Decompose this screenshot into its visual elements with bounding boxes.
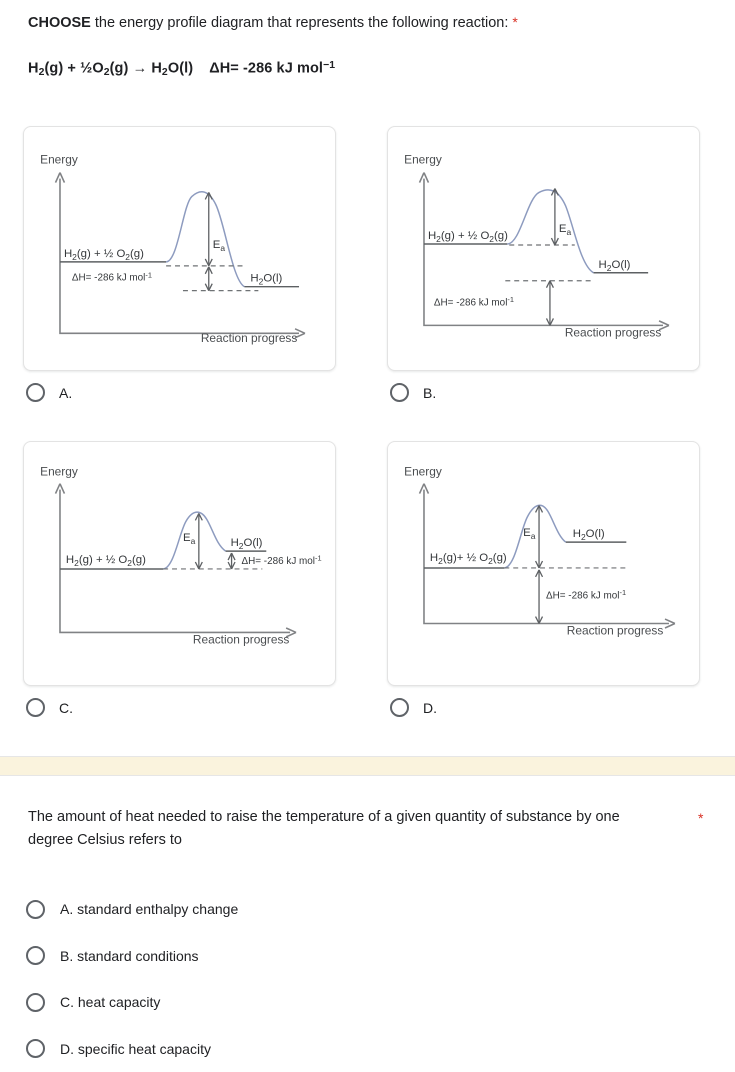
question-1-title: CHOOSE the energy profile diagram that r…	[28, 12, 688, 34]
q2-option-b-label: B. standard conditions	[60, 948, 199, 964]
section-separator-band	[0, 757, 735, 775]
diagram-d-reactant-label: H2(g)+ ½ O2(g)	[430, 552, 507, 566]
radio-q2-option-c[interactable]	[26, 993, 45, 1012]
q2-option-c-label: C. heat capacity	[60, 994, 160, 1010]
question-2-option-b[interactable]: B. standard conditions	[26, 933, 626, 980]
question-card-text-mcq: The amount of heat needed to raise the t…	[0, 775, 735, 1071]
equation-arrow-icon: →	[133, 61, 148, 77]
radio-q2-option-b[interactable]	[26, 946, 45, 965]
radio-option-c[interactable]	[26, 698, 45, 717]
equation-product-tail: O(l)	[168, 61, 193, 77]
diagram-d-y-axis-label: Energy	[404, 465, 442, 479]
radio-q2-option-d[interactable]	[26, 1039, 45, 1058]
option-row-d[interactable]: D.	[390, 698, 437, 717]
question-2-line-1: The amount of heat needed to raise the t…	[28, 809, 502, 825]
diagram-c-product-label: H2O(l)	[231, 537, 263, 551]
question-2-option-a[interactable]: A. standard enthalpy change	[26, 886, 626, 933]
diagram-b-delta-h-label: ΔH= -286 kJ mol-1	[434, 295, 514, 308]
question-2-option-d[interactable]: D. specific heat capacity	[26, 1026, 626, 1072]
diagram-c-x-axis-label: Reaction progress	[193, 632, 290, 646]
equation-reactant-tail: (g) + ½O	[44, 61, 103, 77]
radio-q2-option-a[interactable]	[26, 900, 45, 919]
diagram-a-x-axis-label: Reaction progress	[201, 331, 298, 345]
option-a-label: A.	[59, 385, 72, 401]
question-2-option-list: A. standard enthalpy change B. standard …	[26, 886, 626, 1072]
equation-reactant-h: H	[28, 61, 39, 77]
question-1-equation: H2(g) + ½O2(g) → H2O(l)ΔH= -286 kJ mol−1	[28, 60, 335, 78]
option-b-label: B.	[423, 385, 436, 401]
option-row-b[interactable]: B.	[390, 383, 436, 402]
diagram-b-activation-energy-label: Ea	[559, 223, 572, 237]
energy-profile-diagram-a[interactable]: Energy Reaction progress H2(g) + ½ O2(g)…	[23, 126, 336, 371]
diagram-c-y-axis-label: Energy	[40, 465, 78, 479]
diagram-a-activation-energy-label: Ea	[213, 239, 226, 253]
q2-option-d-label: D. specific heat capacity	[60, 1041, 211, 1057]
energy-profile-diagram-d[interactable]: Energy Reaction progress H2(g)+ ½ O2(g) …	[387, 441, 700, 686]
question-1-emphasis: CHOOSE	[28, 15, 91, 31]
energy-profile-diagram-b[interactable]: Energy Reaction progress H2(g) + ½ O2(g)…	[387, 126, 700, 371]
diagram-d-x-axis-label: Reaction progress	[567, 623, 664, 637]
diagram-a-product-label: H2O(l)	[250, 273, 282, 287]
diagram-d-product-label: H2O(l)	[573, 528, 605, 542]
equation-enthalpy: ΔH= -286 kJ mol	[209, 61, 323, 77]
diagram-d-activation-energy-label: Ea	[523, 527, 536, 541]
diagram-c-activation-energy-label: Ea	[183, 532, 196, 546]
diagram-c-delta-h-label: ΔH= -286 kJ mol-1	[241, 554, 321, 567]
required-asterisk: *	[512, 14, 517, 30]
equation-o-tail: (g)	[110, 61, 129, 77]
option-row-c[interactable]: C.	[26, 698, 73, 717]
diagram-a-reactant-label: H2(g) + ½ O2(g)	[64, 248, 144, 262]
option-d-label: D.	[423, 700, 437, 716]
option-c-label: C.	[59, 700, 73, 716]
option-row-a[interactable]: A.	[26, 383, 72, 402]
diagram-b-product-label: H2O(l)	[599, 259, 631, 273]
question-card-diagram-mcq: CHOOSE the energy profile diagram that r…	[0, 0, 735, 757]
diagram-b-x-axis-label: Reaction progress	[565, 325, 662, 339]
energy-profile-diagram-c[interactable]: Energy Reaction progress H2(g) + ½ O2(g)…	[23, 441, 336, 686]
question-2-option-c[interactable]: C. heat capacity	[26, 979, 626, 1026]
question-1-prompt-rest: the energy profile diagram that represen…	[91, 15, 509, 31]
radio-option-b[interactable]	[390, 383, 409, 402]
diagram-a-y-axis-label: Energy	[40, 153, 78, 167]
q2-option-a-label: A. standard enthalpy change	[60, 901, 238, 917]
equation-enthalpy-sup: −1	[323, 60, 335, 71]
radio-option-a[interactable]	[26, 383, 45, 402]
diagram-c-reactant-label: H2(g) + ½ O2(g)	[66, 554, 146, 568]
question-2-title: The amount of heat needed to raise the t…	[28, 806, 638, 852]
diagram-b-y-axis-label: Energy	[404, 153, 442, 167]
diagram-d-delta-h-label: ΔH= -286 kJ mol-1	[546, 588, 626, 601]
diagram-a-delta-h-label: ΔH= -286 kJ mol-1	[72, 270, 152, 283]
radio-option-d[interactable]	[390, 698, 409, 717]
equation-product-h: H	[151, 61, 162, 77]
diagram-b-reactant-label: H2(g) + ½ O2(g)	[428, 230, 508, 244]
question-2-required-asterisk: *	[698, 810, 703, 826]
